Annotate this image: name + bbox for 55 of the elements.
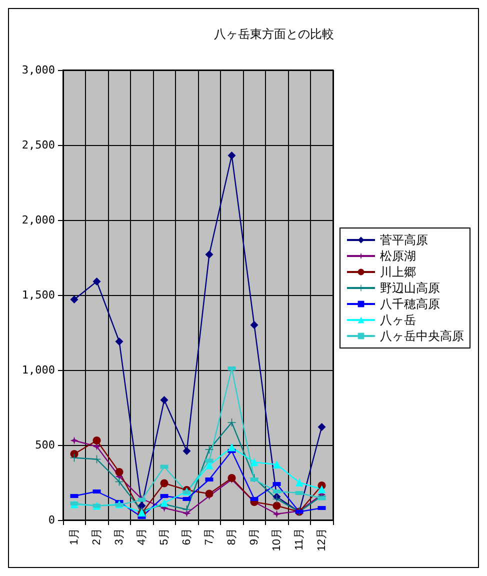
point xyxy=(115,338,124,346)
x-tick-label: 6月 xyxy=(180,528,193,546)
legend-label: 松原湖 xyxy=(380,249,416,263)
point xyxy=(182,447,191,455)
y-tick-label: 0 xyxy=(48,514,55,526)
x-tick-label: 10月 xyxy=(270,528,283,552)
point xyxy=(182,509,191,518)
y-tick-label: 2,500 xyxy=(22,138,55,152)
point xyxy=(205,490,214,498)
point xyxy=(272,460,281,468)
chart-title: 八ヶ岳東方面との比較 xyxy=(214,27,334,41)
y-tick-label: 1,500 xyxy=(22,288,55,302)
point xyxy=(318,485,326,494)
point xyxy=(205,250,214,258)
point xyxy=(295,478,304,486)
x-tick-label: 11月 xyxy=(293,528,306,550)
point xyxy=(182,506,191,514)
point xyxy=(228,443,236,452)
legend-label: 八ヶ岳 xyxy=(380,313,416,327)
legend-label: 八ヶ岳中央高原 xyxy=(380,329,464,343)
point xyxy=(228,418,236,426)
point xyxy=(272,510,281,518)
point xyxy=(318,423,326,431)
point xyxy=(250,321,258,329)
point xyxy=(160,479,168,488)
point xyxy=(70,296,78,304)
y-tick-label: 2,000 xyxy=(22,214,55,226)
x-tick-label: 1月 xyxy=(68,528,80,546)
y-tick-label: 3,000 xyxy=(22,64,55,76)
x-tick-label: 4月 xyxy=(136,528,148,546)
x-tick-label: 2月 xyxy=(90,528,103,546)
point xyxy=(228,152,236,160)
point xyxy=(205,446,214,454)
y-tick-label: 500 xyxy=(35,438,55,452)
point xyxy=(115,468,124,476)
x-tick-label: 9月 xyxy=(248,528,260,546)
legend-label: 野辺山高原 xyxy=(380,281,440,295)
y-tick-label: 1,000 xyxy=(22,364,55,376)
point xyxy=(70,436,78,444)
point xyxy=(92,436,101,444)
point xyxy=(70,450,78,458)
x-tick-label: 3月 xyxy=(113,528,126,546)
x-tick-label: 12月 xyxy=(316,528,328,552)
point xyxy=(92,278,101,286)
legend-label: 八千穂高原 xyxy=(380,297,440,311)
x-tick-label: 5月 xyxy=(158,528,170,546)
point xyxy=(160,396,168,404)
x-tick-label: 8月 xyxy=(226,528,238,546)
point xyxy=(250,458,258,466)
legend-label: 川上郷 xyxy=(380,265,416,279)
point xyxy=(272,495,281,503)
point xyxy=(272,502,281,510)
x-tick-label: 7月 xyxy=(203,528,216,546)
legend-label: 菅平高原 xyxy=(380,233,428,247)
point xyxy=(138,502,146,510)
